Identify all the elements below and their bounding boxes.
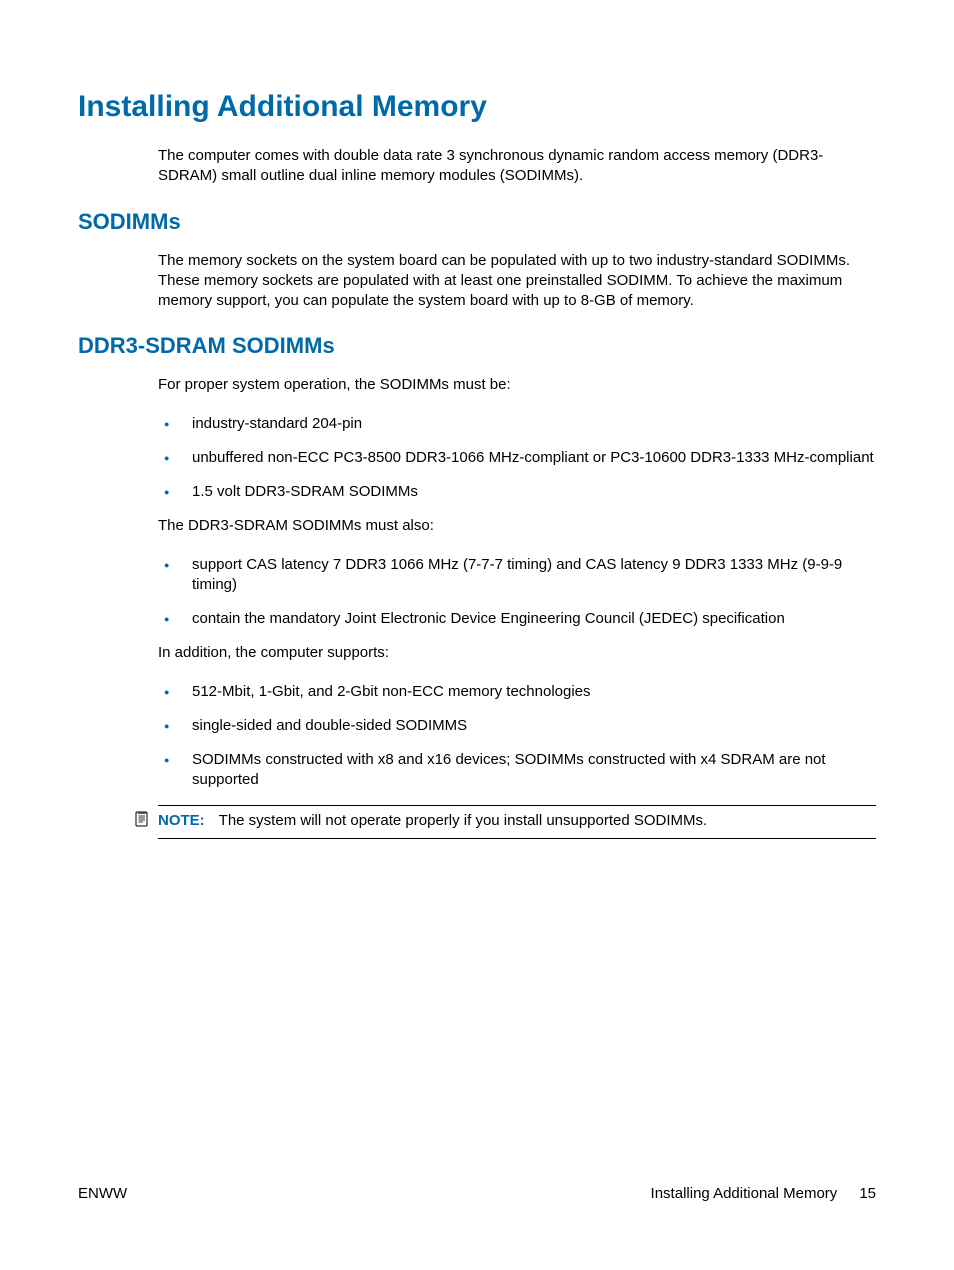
footer-page-number: 15 — [859, 1185, 876, 1202]
note-label: NOTE: — [158, 810, 205, 831]
supports-list: 512-Mbit, 1-Gbit, and 2-Gbit non-ECC mem… — [158, 682, 876, 791]
footer-left: ENWW — [78, 1185, 127, 1202]
section2-p2: The DDR3-SDRAM SODIMMs must also: — [158, 516, 876, 536]
note-block: NOTE: The system will not operate proper… — [158, 805, 876, 839]
footer-section-title: Installing Additional Memory — [651, 1185, 838, 1202]
note-icon — [134, 811, 152, 833]
section2-p3: In addition, the computer supports: — [158, 643, 876, 663]
list-item: support CAS latency 7 DDR3 1066 MHz (7-7… — [158, 555, 876, 596]
section1-paragraph: The memory sockets on the system board c… — [158, 251, 876, 312]
section2-p1: For proper system operation, the SODIMMs… — [158, 375, 876, 395]
page-title: Installing Additional Memory — [78, 90, 876, 124]
intro-paragraph: The computer comes with double data rate… — [158, 146, 876, 187]
note-text: The system will not operate properly if … — [219, 810, 876, 831]
document-page: Installing Additional Memory The compute… — [0, 0, 954, 1270]
page-footer: ENWW Installing Additional Memory 15 — [78, 1185, 876, 1202]
list-item: unbuffered non-ECC PC3-8500 DDR3-1066 MH… — [158, 448, 876, 468]
requirements-list-2: support CAS latency 7 DDR3 1066 MHz (7-7… — [158, 555, 876, 630]
list-item: contain the mandatory Joint Electronic D… — [158, 609, 876, 629]
list-item: single-sided and double-sided SODIMMS — [158, 716, 876, 736]
list-item: industry-standard 204-pin — [158, 414, 876, 434]
list-item: 512-Mbit, 1-Gbit, and 2-Gbit non-ECC mem… — [158, 682, 876, 702]
section-heading-sodimms: SODIMMs — [78, 209, 876, 235]
requirements-list-1: industry-standard 204-pin unbuffered non… — [158, 414, 876, 503]
list-item: SODIMMs constructed with x8 and x16 devi… — [158, 750, 876, 791]
list-item: 1.5 volt DDR3-SDRAM SODIMMs — [158, 482, 876, 502]
section-heading-ddr3: DDR3-SDRAM SODIMMs — [78, 333, 876, 359]
